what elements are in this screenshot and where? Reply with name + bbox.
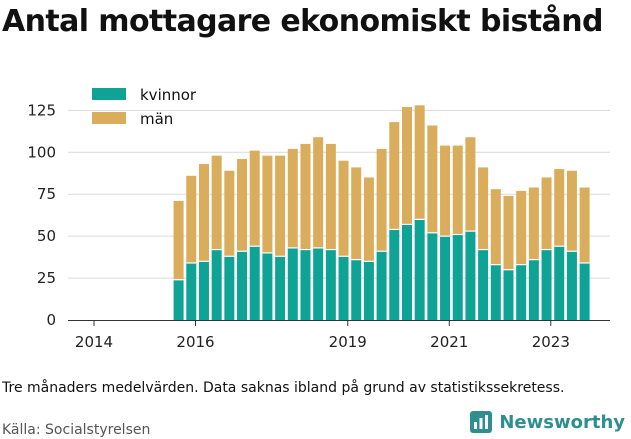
bar-kvinnor [389,229,400,320]
bar-man [376,148,387,252]
legend-swatch [92,112,126,124]
bar-kvinnor [528,259,539,320]
x-tick-label: 2021 [430,333,468,351]
legend: kvinnor män [92,86,197,128]
y-tick-label: 125 [27,101,56,119]
y-tick-label: 25 [37,269,56,287]
bars [173,105,590,320]
bar-kvinnor [427,232,438,320]
bar-man [566,170,577,252]
bar-kvinnor [478,249,489,320]
bar-man [528,187,539,260]
y-tick-label: 50 [37,227,56,245]
bar-man [389,122,400,230]
bar-kvinnor [186,262,197,320]
bar-kvinnor [579,262,590,320]
bar-kvinnor [351,259,362,320]
bar-man [173,200,184,280]
legend-swatch [92,88,126,100]
bar-kvinnor [262,252,273,320]
bar-man [211,155,222,250]
bar-kvinnor [503,269,514,320]
bar-man [490,189,501,265]
bar-kvinnor [376,251,387,320]
bar-man [427,125,438,233]
bar-man [465,137,476,232]
brand-name: Newsworthy [499,411,625,433]
bar-man [516,190,527,265]
bar-man [503,195,514,270]
bar-kvinnor [401,224,412,320]
bar-kvinnor [541,249,552,320]
x-tick-label: 2016 [176,333,214,351]
bar-man [351,167,362,260]
chart-note: Tre månaders medelvärden. Data saknas ib… [2,380,565,396]
axes: 0 25 50 75 100 125 2014 2016 2019 2021 2023 [27,101,610,351]
bar-man [440,145,451,237]
bar-kvinnor [198,261,209,320]
bar-kvinnor [325,249,336,320]
brand-logo: Newsworthy [469,410,625,434]
bar-man [186,175,197,263]
bar-kvinnor [173,279,184,320]
bar-kvinnor [313,247,324,320]
bar-man [541,177,552,250]
bar-man [579,187,590,263]
x-tick-label: 2023 [532,333,570,351]
bar-kvinnor [300,249,311,320]
bar-man [414,105,425,220]
bar-kvinnor [249,246,260,320]
bar-man [338,160,349,257]
bar-kvinnor [566,251,577,320]
bar-man [275,155,286,257]
page-title: Antal mottagare ekonomiskt bistånd [2,4,603,39]
bar-kvinnor [224,256,235,320]
bar-kvinnor [287,247,298,320]
bar-kvinnor [452,234,463,320]
y-tick-label: 0 [46,311,56,329]
bar-kvinnor [338,256,349,320]
bar-man [300,143,311,250]
bar-man [198,164,209,262]
bar-kvinnor [554,246,565,320]
newsworthy-logo-icon [470,411,493,433]
bar-kvinnor [465,231,476,320]
bar-man [237,159,248,252]
bar-man [452,145,463,235]
y-tick-label: 75 [37,185,56,203]
bar-kvinnor [211,249,222,320]
bar-man [478,167,489,250]
bar-kvinnor [363,261,374,320]
bar-man [224,170,235,257]
bar-kvinnor [414,219,425,320]
legend-label: män [140,110,173,128]
x-tick-label: 2019 [329,333,367,351]
bar-kvinnor [237,251,248,320]
bar-man [554,169,565,247]
legend-label: kvinnor [140,86,197,104]
bar-man [249,150,260,247]
x-tick-label: 2014 [75,333,113,351]
bar-kvinnor [275,256,286,320]
bar-man [363,177,374,262]
bar-man [313,137,324,248]
bar-man [287,148,298,248]
y-tick-label: 100 [27,143,56,161]
bar-man [401,107,412,225]
bar-kvinnor [440,236,451,320]
bar-man [262,155,273,253]
bar-kvinnor [490,264,501,320]
bar-man [325,143,336,250]
source-label: Källa: Socialstyrelsen [2,422,151,438]
stacked-bar-chart: 0 25 50 75 100 125 2014 2016 2019 2021 2023 kvinno… [27,86,610,351]
bar-kvinnor [516,264,527,320]
